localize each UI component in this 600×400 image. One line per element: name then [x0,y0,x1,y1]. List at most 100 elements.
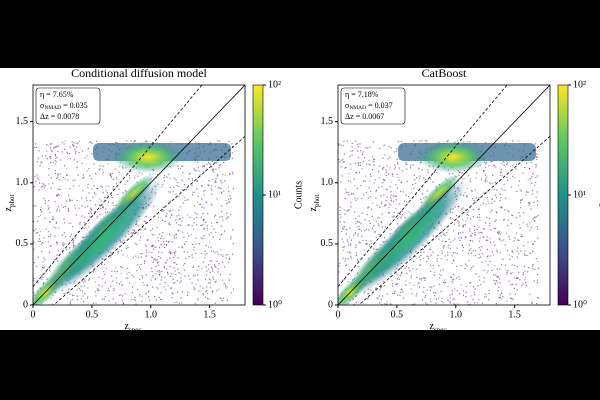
density-speck [208,282,210,284]
density-speck [167,285,169,287]
density-speck [102,207,104,209]
density-speck [87,147,89,150]
outlier-bound-lower [358,136,550,305]
density-speck [474,302,476,304]
density-speck [33,185,35,188]
density-speck [187,251,189,253]
density-speck [209,286,212,289]
density-speck [195,284,198,286]
density-speck [69,303,71,305]
density-speck [155,272,157,275]
density-speck [444,255,446,257]
density-speck [450,276,452,278]
density-speck [183,251,185,253]
density-speck [515,168,517,170]
density-speck [418,281,420,284]
density-speck [378,234,380,236]
density-speck [358,162,360,164]
density-speck [499,206,501,208]
density-speck [220,205,223,207]
density-speck [128,271,130,274]
density-speck [152,257,154,259]
density-speck [505,141,507,144]
density-speck [73,294,75,297]
density-speck [206,290,208,292]
density-speck [359,143,361,145]
density-speck [458,223,460,225]
density-speck [94,211,96,213]
density-speck [227,216,229,218]
density-speck [62,244,64,246]
density-speck [393,292,396,295]
density-speck [54,147,56,149]
density-speck [55,157,57,160]
density-speck [478,216,481,218]
density-speck [483,192,485,194]
density-speck [210,222,213,224]
density-speck [462,290,465,292]
density-speck [131,233,134,235]
density-speck [524,270,526,272]
density-speck [194,212,196,214]
x-tick-label: 0 [31,309,36,320]
density-speck [488,165,490,167]
density-speck [99,214,101,216]
density-speck [526,254,528,257]
density-speck [536,200,538,202]
density-speck [479,283,482,286]
annotation-part: σ [40,101,45,110]
annotation-part: η = 7.18% [345,90,379,99]
density-speck [357,259,359,261]
density-speck [424,277,426,279]
density-speck [503,164,505,166]
density-speck [451,255,453,257]
density-speck [163,286,165,288]
density-speck [210,250,213,252]
density-speck [164,281,166,284]
density-speck [230,238,232,240]
density-speck [108,290,110,292]
density-speck [406,180,408,183]
density-speck [213,171,215,173]
density-speck [469,303,471,305]
density-speck [48,207,50,209]
density-speck [433,285,435,287]
density-speck [191,178,194,180]
plot-frame [32,84,246,306]
density-speck [347,258,349,260]
density-speck [399,294,401,296]
density-speck [467,214,470,217]
density-speck [208,163,210,165]
density-speck [348,209,350,211]
density-speck [381,226,383,228]
density-speck [187,291,189,293]
density-speck [469,180,471,183]
density-speck [95,140,98,142]
density-speck [485,295,487,297]
density-speck [122,192,124,194]
density-speck [524,254,526,256]
density-speck [160,235,163,237]
density-speck [183,269,185,271]
density-speck [173,237,175,239]
density-speck [392,216,394,218]
density-speck [83,285,85,287]
density-speck [176,185,178,187]
density-speck [207,184,209,186]
density-speck [203,207,205,209]
density-speck [166,271,169,274]
density-speck [98,284,100,286]
density-speck [485,166,487,168]
density-blob [45,180,162,296]
density-speck [59,188,61,190]
density-speck [480,256,482,258]
density-speck [154,277,156,279]
density-speck [535,196,537,199]
density-speck [76,289,78,291]
density-speck [83,301,85,303]
density-speck [211,225,213,227]
density-speck [43,184,45,186]
density-speck [381,295,384,297]
density-speck [342,241,344,243]
density-speck [215,168,217,170]
